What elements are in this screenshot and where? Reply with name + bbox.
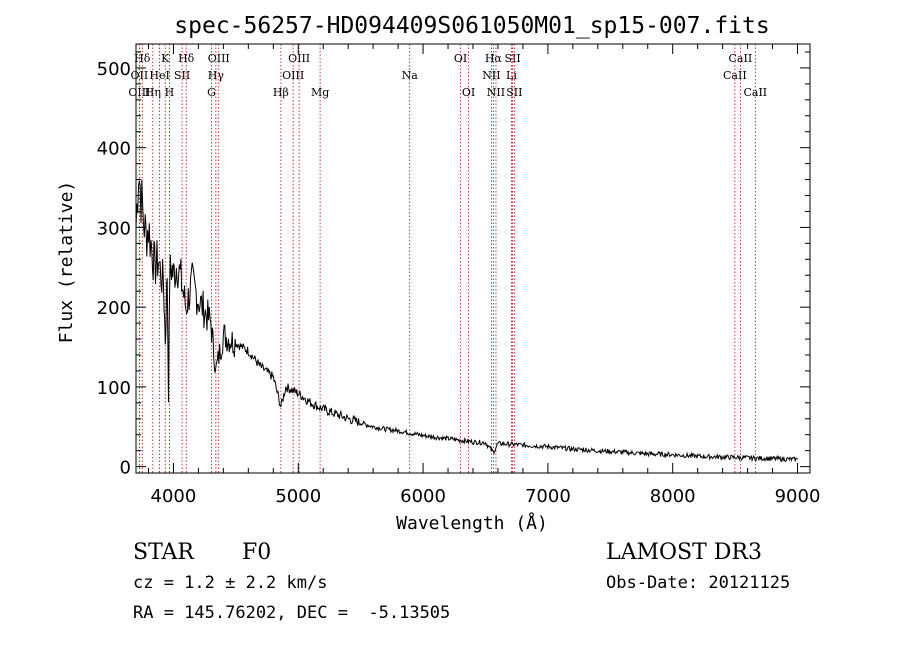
y-tick-label: 500	[97, 59, 131, 80]
line-label: Hβ	[273, 86, 289, 99]
line-label: OIII	[282, 69, 304, 82]
line-label: CaII	[723, 69, 747, 82]
y-tick-label: 300	[97, 218, 131, 239]
line-label: CaII	[729, 52, 753, 65]
spectrum-line	[135, 179, 798, 463]
line-label: Hγ	[208, 69, 225, 82]
coordinates-label: RA = 145.76202, DEC = -5.13505	[133, 603, 451, 623]
line-label: Hδ	[134, 52, 151, 65]
line-label: OIII	[128, 86, 150, 99]
line-label: NII	[487, 86, 505, 99]
x-tick-label: 5000	[275, 486, 321, 507]
x-tick-label: 6000	[400, 486, 446, 507]
line-label: Na	[402, 69, 419, 82]
y-axis-label: Flux (relative)	[56, 181, 77, 344]
line-label: SII	[174, 69, 190, 82]
y-tick-label: 200	[97, 298, 131, 319]
plot-frame	[135, 43, 811, 474]
line-label: K	[161, 52, 170, 65]
line-label: Hδ	[178, 52, 195, 65]
redshift-label: cz = 1.2 ± 2.2 km/s	[133, 573, 328, 593]
line-label: OIII	[208, 52, 230, 65]
line-label: CaII	[743, 86, 767, 99]
line-label: SII	[504, 52, 520, 65]
line-label: H	[165, 86, 175, 99]
survey-name: LAMOST DR3	[606, 540, 762, 565]
line-label: OIII	[288, 52, 310, 65]
line-label: SII	[506, 86, 522, 99]
x-tick-label: 7000	[525, 486, 571, 507]
x-tick-label: 9000	[775, 486, 821, 507]
chart-title: spec-56257-HD094409S061050M01_sp15-007.f…	[174, 13, 769, 39]
x-tick-label: 4000	[151, 486, 197, 507]
object-subclass: F0	[242, 540, 272, 565]
y-tick-label: 0	[120, 458, 131, 479]
line-label: Mg	[311, 86, 329, 99]
x-tick-label: 8000	[650, 486, 696, 507]
y-tick-label: 400	[97, 139, 131, 160]
line-label: OI	[462, 86, 475, 99]
line-label: NII	[482, 69, 500, 82]
x-axis-label: Wavelength (Å)	[396, 512, 548, 534]
line-label: G	[207, 86, 216, 99]
obs-date-label: Obs-Date: 20121125	[606, 573, 791, 593]
line-label: HeI	[149, 69, 169, 82]
object-class: STAR	[133, 540, 194, 565]
y-tick-label: 100	[97, 378, 131, 399]
line-label: Li	[506, 69, 517, 82]
line-label: Hα	[485, 52, 503, 65]
line-label: OI	[454, 52, 467, 65]
line-label: Hη	[145, 86, 161, 99]
